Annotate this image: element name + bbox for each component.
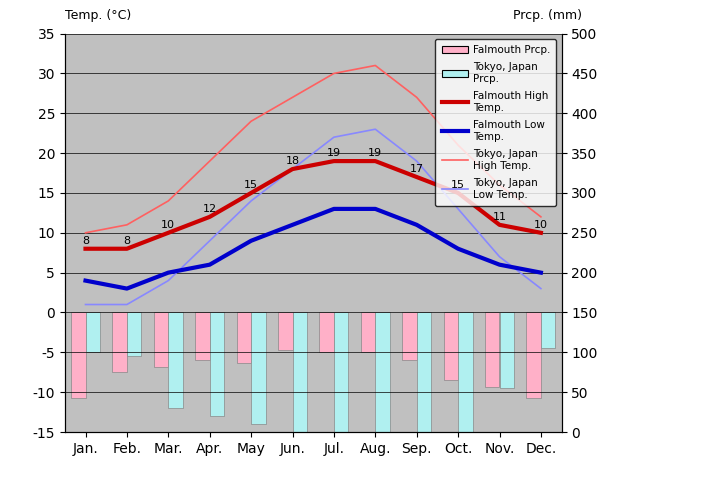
Bar (541, 312, 555, 348)
Tokyo, Japan
Low Temp. (81, 301, 90, 307)
Falmouth High
Temp. (122, 246, 131, 252)
Tokyo, Japan
High Temp. (122, 222, 131, 228)
Tokyo, Japan
High Temp. (288, 95, 297, 100)
Text: 11: 11 (492, 212, 506, 222)
Falmouth High
Temp. (205, 214, 214, 220)
Falmouth Low
Temp. (330, 206, 338, 212)
Text: Temp. (°C): Temp. (°C) (65, 9, 131, 22)
Tokyo, Japan
Low Temp. (371, 126, 379, 132)
Text: 10: 10 (534, 220, 548, 229)
Falmouth Low
Temp. (536, 270, 545, 276)
Bar (168, 312, 183, 408)
Falmouth High
Temp. (495, 222, 504, 228)
Falmouth Low
Temp. (413, 222, 421, 228)
Falmouth High
Temp. (288, 166, 297, 172)
Bar (334, 312, 348, 436)
Tokyo, Japan
Low Temp. (454, 206, 462, 212)
Falmouth Low
Temp. (454, 246, 462, 252)
Text: 10: 10 (161, 220, 175, 229)
Falmouth Low
Temp. (122, 286, 131, 291)
Text: 18: 18 (285, 156, 300, 166)
Line: Tokyo, Japan
Low Temp.: Tokyo, Japan Low Temp. (86, 129, 541, 304)
Tokyo, Japan
High Temp. (413, 95, 421, 100)
Bar (444, 312, 458, 380)
Tokyo, Japan
High Temp. (205, 158, 214, 164)
Falmouth High
Temp. (454, 190, 462, 196)
Bar (127, 312, 141, 356)
Falmouth High
Temp. (536, 230, 545, 236)
Tokyo, Japan
Low Temp. (164, 278, 173, 284)
Falmouth High
Temp. (81, 246, 90, 252)
Tokyo, Japan
Low Temp. (413, 158, 421, 164)
Bar (210, 312, 224, 416)
Bar (375, 312, 390, 436)
Falmouth High
Temp. (330, 158, 338, 164)
Tokyo, Japan
High Temp. (247, 119, 256, 124)
Tokyo, Japan
Low Temp. (288, 166, 297, 172)
Falmouth High
Temp. (247, 190, 256, 196)
Bar (292, 312, 307, 444)
Tokyo, Japan
Low Temp. (205, 238, 214, 244)
Tokyo, Japan
Low Temp. (495, 254, 504, 260)
Falmouth Low
Temp. (247, 238, 256, 244)
Tokyo, Japan
High Temp. (371, 62, 379, 68)
Text: Prcp. (mm): Prcp. (mm) (513, 9, 582, 22)
Tokyo, Japan
Low Temp. (122, 301, 131, 307)
Bar (361, 312, 375, 352)
Tokyo, Japan
Low Temp. (536, 286, 545, 291)
Bar (458, 312, 472, 468)
Falmouth Low
Temp. (164, 270, 173, 276)
Tokyo, Japan
High Temp. (454, 142, 462, 148)
Falmouth Low
Temp. (81, 278, 90, 284)
Bar (237, 312, 251, 363)
Tokyo, Japan
Low Temp. (247, 198, 256, 204)
Bar (320, 312, 334, 352)
Line: Tokyo, Japan
High Temp.: Tokyo, Japan High Temp. (86, 65, 541, 233)
Falmouth High
Temp. (164, 230, 173, 236)
Bar (417, 312, 431, 480)
Tokyo, Japan
High Temp. (81, 230, 90, 236)
Text: 12: 12 (202, 204, 217, 214)
Tokyo, Japan
Low Temp. (330, 134, 338, 140)
Bar (402, 312, 417, 360)
Tokyo, Japan
High Temp. (330, 71, 338, 76)
Text: 8: 8 (123, 236, 130, 246)
Bar (278, 312, 292, 350)
Bar (485, 312, 500, 386)
Bar (500, 312, 514, 388)
Text: 19: 19 (368, 148, 382, 158)
Bar (195, 312, 210, 360)
Bar (71, 312, 86, 398)
Falmouth Low
Temp. (371, 206, 379, 212)
Text: 19: 19 (327, 148, 341, 158)
Text: 17: 17 (410, 164, 424, 174)
Tokyo, Japan
High Temp. (164, 198, 173, 204)
Legend: Falmouth Prcp., Tokyo, Japan
Prcp., Falmouth High
Temp., Falmouth Low
Temp., Tok: Falmouth Prcp., Tokyo, Japan Prcp., Falm… (436, 39, 557, 206)
Falmouth Low
Temp. (205, 262, 214, 267)
Text: 15: 15 (244, 180, 258, 190)
Text: 15: 15 (451, 180, 465, 190)
Line: Falmouth High
Temp.: Falmouth High Temp. (86, 161, 541, 249)
Falmouth Low
Temp. (495, 262, 504, 267)
Bar (251, 312, 266, 424)
Falmouth Low
Temp. (288, 222, 297, 228)
Tokyo, Japan
High Temp. (536, 214, 545, 220)
Bar (526, 312, 541, 398)
Bar (112, 312, 127, 372)
Falmouth High
Temp. (371, 158, 379, 164)
Tokyo, Japan
High Temp. (495, 182, 504, 188)
Text: 8: 8 (82, 236, 89, 246)
Bar (86, 312, 100, 352)
Falmouth High
Temp. (413, 174, 421, 180)
Line: Falmouth Low
Temp.: Falmouth Low Temp. (86, 209, 541, 288)
Bar (154, 312, 168, 367)
